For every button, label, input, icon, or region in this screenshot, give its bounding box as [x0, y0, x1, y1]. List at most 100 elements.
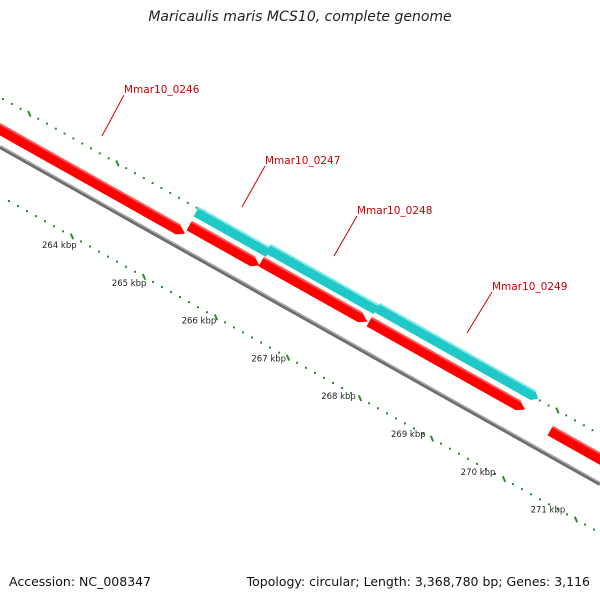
outer-minor-tick-in-38 [350, 392, 352, 395]
gene-label-3: Mmar10_0249 [492, 281, 567, 293]
outer-minor-tick-in-27 [251, 336, 253, 339]
outer-minor-tick-4 [37, 117, 40, 120]
outer-minor-tick-in-26 [242, 331, 244, 334]
map-title: Maricaulis maris MCS10, complete genome [148, 9, 452, 25]
gene-mmar10-0249-arrow [366, 317, 526, 411]
outer-minor-tick-in-0 [8, 200, 10, 202]
accession-text: Accession: NC_008347 [9, 574, 152, 589]
outer-minor-tick-in-14 [134, 270, 136, 273]
outer-minor-tick-21 [186, 201, 189, 204]
outer-minor-tick-in-62 [566, 513, 568, 516]
outer-minor-tick-in-34 [314, 371, 316, 374]
outer-minor-tick-in-1 [17, 205, 19, 208]
outer-minor-tick-in-44 [404, 422, 406, 425]
outer-minor-tick-in-54 [494, 472, 496, 475]
scale-label-5: 269 kbp [391, 430, 426, 440]
scale-label-4: 268 kbp [321, 392, 356, 402]
outer-minor-tick-in-25 [233, 326, 235, 329]
genome-backbone [0, 145, 600, 486]
gene-label-2: Mmar10_0248 [357, 205, 432, 217]
outer-minor-tick-in-20 [188, 301, 190, 304]
outer-minor-tick-in-42 [386, 412, 388, 415]
gene-features [0, 122, 600, 465]
gene-mmar10-0249-arrow-shine [370, 316, 522, 403]
outer-minor-tick-14 [125, 167, 128, 170]
outer-minor-tick-in-4 [44, 220, 46, 223]
outer-minor-tick-in-33 [305, 366, 307, 369]
outer-minor-tick-65 [574, 419, 576, 422]
gene-label-leader-0 [101, 94, 125, 137]
gene-reverse-1 [193, 207, 271, 258]
scale-label-1: 265 kbp [112, 279, 147, 289]
outer-minor-tick-19 [169, 191, 172, 194]
outer-major-tick-in-31 [285, 354, 291, 361]
backbone-line [0, 145, 600, 486]
outer-minor-tick-1 [10, 102, 13, 105]
outer-major-tick-in-15 [141, 273, 147, 281]
gene-mmar10-0247-arrow-shine [190, 220, 256, 259]
outer-minor-tick-in-56 [512, 483, 514, 486]
outer-minor-tick-in-10 [98, 250, 100, 253]
outer-minor-tick-in-9 [89, 245, 91, 248]
outer-minor-tick-11 [98, 152, 101, 155]
gene-label-leader-3 [466, 291, 493, 334]
outer-major-tick-in-47 [429, 435, 435, 442]
scale-label-3: 267 kbp [251, 354, 286, 364]
outer-minor-tick-61 [538, 399, 541, 402]
gene-next-arrow-shine [551, 425, 600, 455]
outer-minor-tick-in-46 [422, 432, 424, 435]
outer-minor-tick-in-52 [476, 462, 478, 465]
outer-minor-tick-in-49 [449, 447, 451, 450]
outer-minor-tick-5 [46, 122, 48, 125]
outer-minor-tick-in-22 [206, 311, 208, 314]
outer-minor-tick-in-35 [323, 376, 325, 379]
outer-minor-tick-in-51 [467, 457, 469, 460]
outer-minor-tick-in-53 [485, 467, 487, 470]
outer-minor-tick-in-29 [269, 346, 271, 349]
outer-minor-tick-in-57 [521, 488, 523, 491]
outer-major-tick-in-63 [573, 516, 579, 523]
outer-minor-tick-in-40 [368, 402, 370, 405]
outer-minor-tick-in-50 [458, 452, 460, 455]
outer-minor-tick-in-13 [125, 265, 127, 268]
outer-major-tick-3 [27, 110, 32, 118]
gene-mmar10-0246-arrow-shine [0, 122, 182, 227]
outer-major-tick-63 [555, 407, 560, 414]
outer-minor-tick-in-21 [197, 306, 199, 309]
gene-reverse-1-shine [197, 206, 272, 250]
gene-mmar10-0248-arrow [258, 257, 368, 323]
outer-minor-tick-66 [582, 424, 585, 427]
outer-minor-tick-in-5 [53, 225, 55, 228]
scale-label-2: 266 kbp [182, 317, 217, 327]
outer-minor-tick-20 [178, 196, 180, 199]
outer-minor-tick-in-48 [440, 442, 442, 445]
outer-minor-tick-in-19 [179, 296, 181, 299]
outer-minor-tick-16 [142, 177, 145, 180]
outer-minor-tick-in-32 [296, 361, 298, 364]
outer-minor-tick-in-61 [557, 508, 559, 511]
outer-major-tick-in-7 [69, 233, 75, 240]
outer-major-tick-in-55 [501, 475, 507, 483]
outer-major-tick-in-23 [213, 314, 219, 321]
outer-minor-tick-18 [160, 186, 163, 189]
outer-minor-tick-in-59 [539, 498, 541, 501]
outer-minor-tick-7 [63, 132, 66, 135]
outer-minor-tick-in-16 [152, 280, 154, 283]
outer-minor-tick-in-28 [260, 341, 262, 344]
outer-minor-tick-15 [134, 172, 136, 175]
outer-minor-tick-in-12 [116, 260, 118, 263]
scale-label-0: 264 kbp [42, 241, 77, 251]
outer-minor-tick-22 [195, 206, 198, 209]
outer-minor-tick-in-24 [224, 321, 226, 324]
gene-reverse-2-shine [269, 243, 380, 307]
gene-mmar10-0248-arrow-shine [262, 256, 364, 315]
outer-minor-tick-0 [2, 98, 4, 100]
outer-minor-tick-in-65 [593, 528, 595, 531]
outer-minor-tick-in-60 [548, 503, 550, 506]
gene-reverse-3 [374, 303, 539, 401]
gene-label-0: Mmar10_0246 [124, 84, 200, 96]
outer-minor-tick-2 [19, 107, 22, 110]
outer-minor-tick-in-2 [26, 210, 28, 213]
gene-next-arrow [547, 426, 600, 465]
